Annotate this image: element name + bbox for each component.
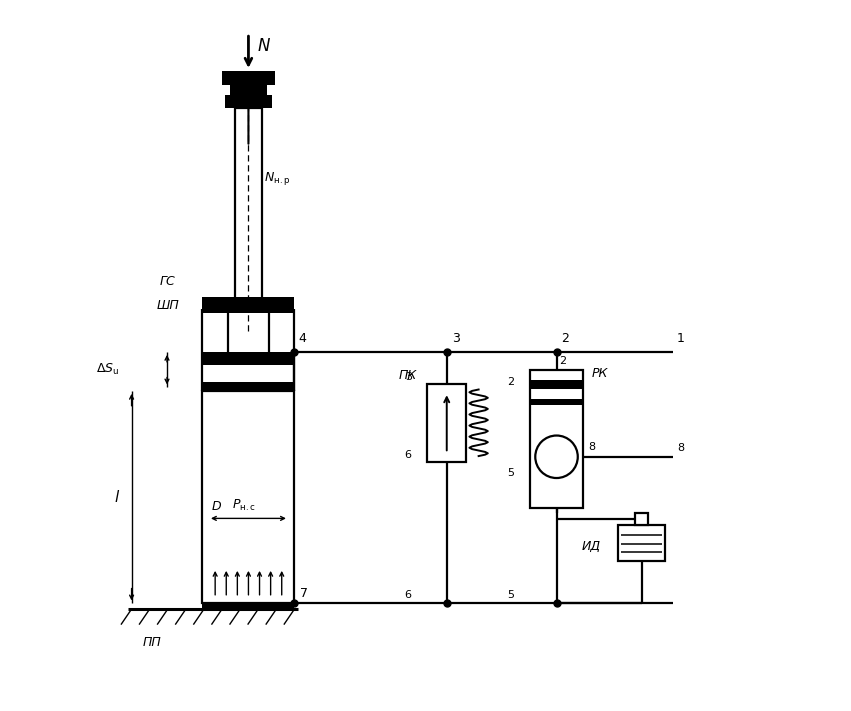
Text: ПК: ПК xyxy=(398,370,417,383)
Text: 6: 6 xyxy=(405,590,412,600)
Bar xyxy=(635,513,648,525)
Text: 7: 7 xyxy=(300,587,308,600)
Bar xyxy=(203,602,294,609)
Bar xyxy=(203,382,294,395)
Bar xyxy=(230,85,267,95)
Text: $P_{\rm н.с}$: $P_{\rm н.с}$ xyxy=(232,498,256,513)
Text: 5: 5 xyxy=(507,590,514,600)
Text: 2: 2 xyxy=(562,332,569,345)
Bar xyxy=(203,297,294,313)
Text: 8: 8 xyxy=(677,443,684,453)
Text: 3: 3 xyxy=(405,372,412,382)
Text: 2: 2 xyxy=(559,356,567,366)
Text: ШП: ШП xyxy=(157,299,179,312)
Text: ИД: ИД xyxy=(581,540,601,553)
Text: 1: 1 xyxy=(677,332,685,345)
Text: ГС: ГС xyxy=(160,274,175,288)
Bar xyxy=(203,352,294,365)
Text: $l$: $l$ xyxy=(114,489,120,505)
Text: 2: 2 xyxy=(507,378,514,387)
Bar xyxy=(530,380,583,390)
Bar xyxy=(618,525,665,561)
Bar xyxy=(203,391,294,604)
Text: 4: 4 xyxy=(298,332,306,345)
Bar xyxy=(530,370,583,508)
Text: 3: 3 xyxy=(452,332,460,345)
Text: 8: 8 xyxy=(589,442,596,451)
Text: РК: РК xyxy=(592,368,608,380)
Bar xyxy=(427,384,466,461)
Text: $N_{\mathrm{н.р}}$: $N_{\mathrm{н.р}}$ xyxy=(264,170,290,187)
Text: 6: 6 xyxy=(405,449,412,459)
Bar xyxy=(530,399,583,405)
Text: $\mathit{D}$: $\mathit{D}$ xyxy=(211,500,222,513)
Text: $N$: $N$ xyxy=(257,37,271,55)
Bar xyxy=(225,95,271,107)
Bar xyxy=(235,107,262,309)
Bar xyxy=(222,71,275,85)
Text: $\Delta S_{\rm u}$: $\Delta S_{\rm u}$ xyxy=(96,362,119,378)
Text: ПП: ПП xyxy=(142,636,161,649)
Text: 5: 5 xyxy=(507,468,514,478)
